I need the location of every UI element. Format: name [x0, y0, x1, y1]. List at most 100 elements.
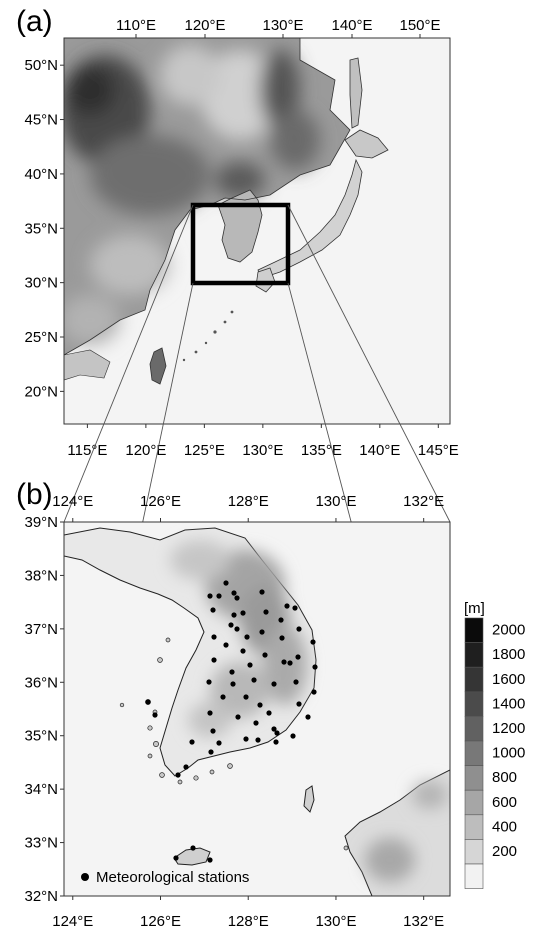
- colorbar-level-label: 1800: [492, 646, 525, 663]
- station-marker: [255, 737, 261, 743]
- colorbar-swatch: [464, 617, 484, 643]
- station-marker: [210, 728, 216, 734]
- station-marker: [173, 855, 179, 861]
- panel-b-lat-label: 39°N: [24, 514, 58, 531]
- south-china-coast: [64, 349, 111, 381]
- station-marker: [216, 593, 222, 599]
- panel-b-lat-label: 38°N: [24, 567, 58, 584]
- panel-a-lat-label: 50°N: [24, 57, 58, 74]
- colorbar-swatch: [464, 716, 484, 742]
- station-marker: [292, 605, 298, 611]
- station-marker: [295, 654, 301, 660]
- panel-b-lat-label: 36°N: [24, 674, 58, 691]
- station-marker: [312, 664, 318, 670]
- panel-b-top-lon-label: 132°E: [403, 493, 444, 510]
- station-marker: [293, 679, 299, 685]
- panel-a-label: (a): [16, 5, 53, 38]
- station-marker: [243, 736, 249, 742]
- station-marker: [216, 740, 222, 746]
- panel-a-bottom-lon-label: 140°E: [359, 442, 400, 459]
- station-marker: [243, 694, 249, 700]
- panel-b-map: [64, 522, 450, 896]
- legend: Meteorological stations: [81, 869, 249, 886]
- panel-b-ticks: 124°E 126°E 128°E 130°E 132°E 124°E 126°E 128°E…: [24, 493, 444, 930]
- mainland-coastline: [64, 38, 351, 356]
- station-marker: [235, 714, 241, 720]
- colorbar-level-label: 1600: [492, 671, 525, 688]
- station-marker: [290, 733, 296, 739]
- panel-a-bottom-lon-label: 135°E: [301, 442, 342, 459]
- panel-b-frame: [63, 521, 451, 897]
- station-marker: [210, 607, 216, 613]
- station-marker: [273, 739, 279, 745]
- taiwan-island: [149, 347, 167, 385]
- station-marker: [262, 652, 268, 658]
- panel-b-label: (b): [16, 478, 53, 511]
- colorbar-level-label: 2000: [492, 622, 525, 639]
- korean-peninsula: [217, 189, 263, 263]
- station-marker: [296, 701, 302, 707]
- panel-a-top-lon-label: 130°E: [262, 17, 303, 34]
- station-marker: [223, 642, 229, 648]
- station-marker: [311, 689, 317, 695]
- colorbar-swatch: [464, 642, 484, 668]
- station-marker: [211, 634, 217, 640]
- panel-a-ticks: 110°E 120°E 130°E 140°E 150°E 115°E 120°E 125°E…: [24, 17, 458, 459]
- station-marker: [263, 609, 269, 615]
- panel-b-lat-label: 37°N: [24, 621, 58, 638]
- panel-b-lat-label: 33°N: [24, 835, 58, 852]
- terrain-shading: [64, 45, 320, 345]
- panel-a-bottom-lon-label: 120°E: [125, 442, 166, 459]
- colorbar-swatch: [464, 765, 484, 791]
- panel-b-bottom-lon-label: 128°E: [228, 913, 269, 930]
- colorbar-swatch: [464, 789, 484, 816]
- station-marker: [259, 589, 265, 595]
- japan-honshu: [257, 158, 363, 279]
- panel-b-lat-label: 34°N: [24, 781, 58, 798]
- station-marker: [207, 710, 213, 716]
- panel-a-frame: [63, 37, 451, 425]
- station-marker: [266, 710, 272, 716]
- station-marker: [244, 634, 250, 640]
- colorbar: [m] 2000 1800 1600 1400 1200 1000 800 600 400 200: [464, 600, 525, 889]
- station-marker: [211, 657, 217, 663]
- station-marker: [231, 590, 237, 596]
- panel-a-bottom-lon-label: 145°E: [418, 442, 459, 459]
- station-marker: [281, 659, 287, 665]
- station-marker: [259, 629, 265, 635]
- sakhalin-island: [349, 57, 363, 129]
- colorbar-swatch: [464, 839, 484, 865]
- colorbar-swatch: [464, 814, 484, 840]
- panel-a-bottom-lon-label: 130°E: [242, 442, 283, 459]
- legend-station-label: Meteorological stations: [96, 869, 249, 886]
- japan-shading-b: [365, 781, 448, 882]
- station-marker: [296, 626, 302, 632]
- panel-b: (b): [16, 478, 451, 930]
- panel-a-top-lon-label: 120°E: [184, 17, 225, 34]
- station-marker: [240, 648, 246, 654]
- colorbar-level-label: 1400: [492, 695, 525, 712]
- colorbar-level-label: 400: [492, 818, 517, 835]
- station-marker: [274, 730, 280, 736]
- colorbar-swatch: [464, 691, 484, 717]
- panel-a-bottom-lon-label: 115°E: [67, 442, 107, 459]
- station-marker: [183, 764, 189, 770]
- panel-b-top-lon-label: 126°E: [140, 493, 181, 510]
- station-marker: [175, 772, 181, 778]
- panel-a-bottom-lon-label: 125°E: [184, 442, 225, 459]
- colorbar-swatch: [464, 863, 484, 889]
- station-marker: [207, 593, 213, 599]
- panel-b-bottom-lon-label: 132°E: [403, 913, 444, 930]
- station-marker: [223, 580, 229, 586]
- station-marker: [234, 626, 240, 632]
- panel-a-lat-label: 25°N: [24, 329, 58, 346]
- colorbar-level-label: 800: [492, 769, 517, 786]
- panel-a-top-lon-label: 110°E: [116, 17, 156, 34]
- panel-a-lat-label: 30°N: [24, 275, 58, 292]
- panel-b-top-lon-label: 130°E: [315, 493, 356, 510]
- station-marker: [234, 595, 240, 601]
- station-marker: [279, 635, 285, 641]
- station-marker: [206, 679, 212, 685]
- japan-hokkaido: [344, 129, 389, 159]
